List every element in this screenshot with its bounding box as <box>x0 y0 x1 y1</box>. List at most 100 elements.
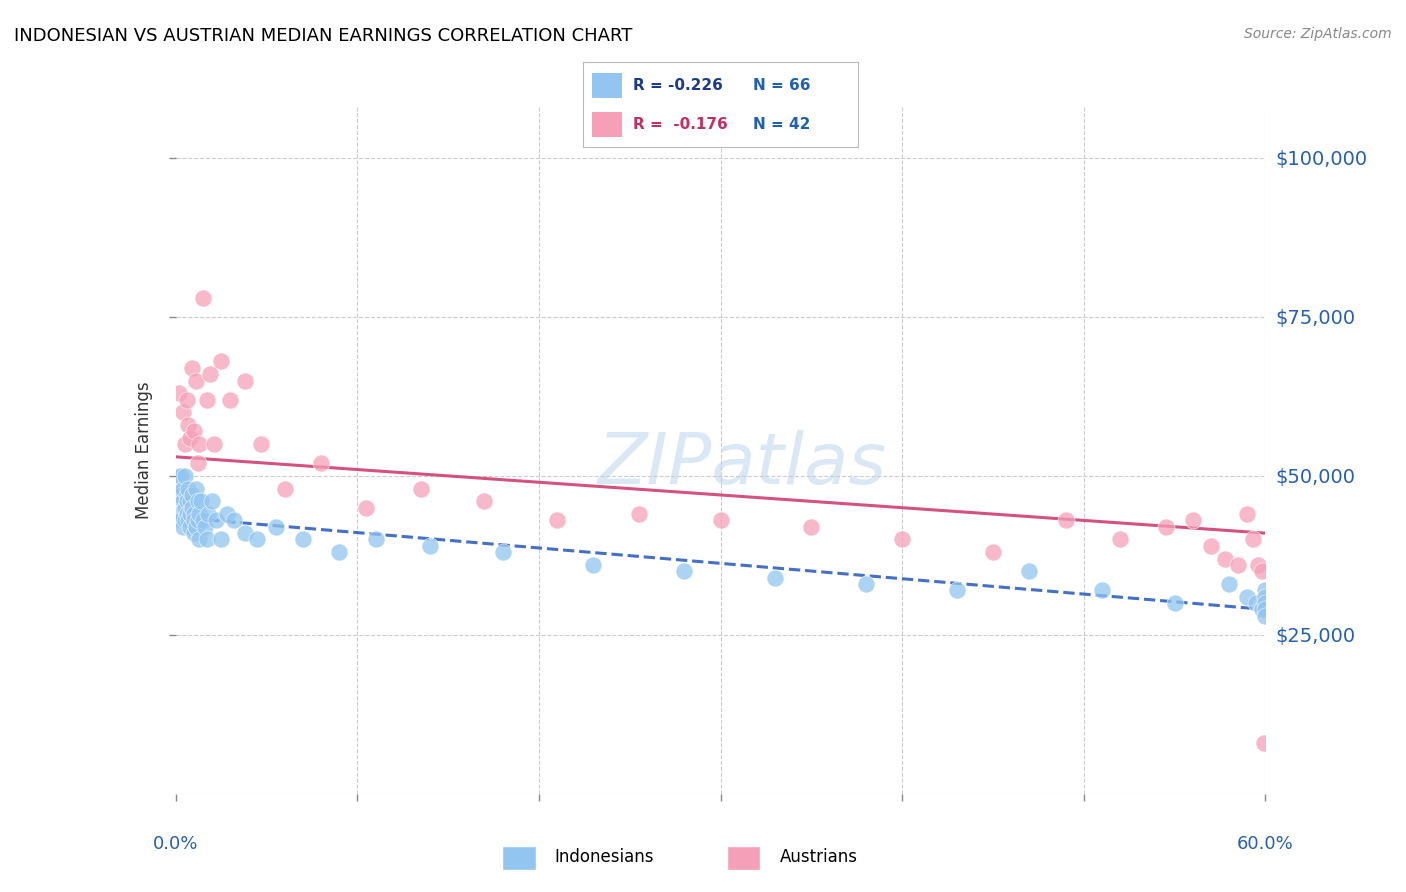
Point <box>172 405 194 419</box>
Point <box>291 533 314 547</box>
Point <box>356 500 378 515</box>
Point <box>188 533 211 547</box>
Point <box>945 583 967 598</box>
Point <box>1109 533 1132 547</box>
Point <box>1215 551 1237 566</box>
Point <box>169 386 191 401</box>
Point <box>1247 558 1270 572</box>
Point <box>186 494 209 508</box>
Point <box>1236 507 1258 521</box>
Point <box>233 526 256 541</box>
Point <box>219 392 242 407</box>
Point <box>264 520 287 534</box>
Point <box>1254 602 1277 616</box>
Bar <box>502 846 536 871</box>
Point <box>981 545 1004 559</box>
Point <box>173 437 195 451</box>
Point <box>1154 520 1177 534</box>
Point <box>1254 608 1277 623</box>
Point <box>1054 513 1077 527</box>
Point <box>1236 590 1258 604</box>
Point <box>201 494 224 508</box>
Point <box>183 507 205 521</box>
Text: INDONESIAN VS AUSTRIAN MEDIAN EARNINGS CORRELATION CHART: INDONESIAN VS AUSTRIAN MEDIAN EARNINGS C… <box>14 27 633 45</box>
Point <box>172 482 194 496</box>
Point <box>627 507 650 521</box>
Point <box>166 482 188 496</box>
Point <box>188 507 211 521</box>
Text: 0.0%: 0.0% <box>153 835 198 853</box>
Bar <box>727 846 761 871</box>
Point <box>1163 596 1185 610</box>
Text: N = 42: N = 42 <box>754 117 811 132</box>
Point <box>1253 736 1275 750</box>
Point <box>1250 564 1272 578</box>
Point <box>582 558 605 572</box>
Point <box>800 520 823 534</box>
Point <box>763 571 786 585</box>
Point <box>546 513 568 527</box>
Point <box>1254 596 1277 610</box>
Point <box>173 500 195 515</box>
Point <box>204 513 226 527</box>
Point <box>409 482 432 496</box>
Point <box>173 469 195 483</box>
Point <box>1199 539 1222 553</box>
Point <box>1181 513 1204 527</box>
Point <box>364 533 387 547</box>
Point <box>194 520 217 534</box>
Point <box>184 520 207 534</box>
Point <box>173 513 195 527</box>
Point <box>181 500 204 515</box>
Point <box>177 513 200 527</box>
Point <box>190 494 212 508</box>
Point <box>176 488 198 502</box>
Point <box>191 291 214 305</box>
Point <box>177 417 200 432</box>
Point <box>710 513 733 527</box>
Point <box>855 577 877 591</box>
Point <box>184 482 207 496</box>
Point <box>183 425 205 439</box>
Point <box>274 482 297 496</box>
Bar <box>592 72 621 98</box>
Point <box>250 437 273 451</box>
Point <box>1218 577 1240 591</box>
Point <box>179 520 201 534</box>
Point <box>183 526 205 541</box>
Point <box>209 354 232 368</box>
Text: Source: ZipAtlas.com: Source: ZipAtlas.com <box>1244 27 1392 41</box>
Point <box>1091 583 1114 598</box>
Point <box>891 533 914 547</box>
Text: R =  -0.176: R = -0.176 <box>633 117 727 132</box>
Point <box>169 469 191 483</box>
Point <box>170 488 193 502</box>
Point <box>177 482 200 496</box>
Point <box>188 437 211 451</box>
Point <box>215 507 238 521</box>
Point <box>328 545 350 559</box>
Point <box>172 520 194 534</box>
Text: Austrians: Austrians <box>779 848 858 866</box>
Text: ZIPatlas: ZIPatlas <box>598 430 887 499</box>
Point <box>492 545 515 559</box>
Point <box>183 513 205 527</box>
Point <box>1241 533 1264 547</box>
Point <box>186 456 209 470</box>
Point <box>202 437 225 451</box>
Y-axis label: Median Earnings: Median Earnings <box>135 382 153 519</box>
Point <box>1018 564 1040 578</box>
Point <box>1254 583 1277 598</box>
Point <box>176 507 198 521</box>
Point <box>195 533 218 547</box>
Point <box>309 456 332 470</box>
Point <box>191 513 214 527</box>
Point <box>176 392 198 407</box>
Point <box>233 374 256 388</box>
Point <box>197 507 219 521</box>
Point <box>200 367 222 381</box>
Point <box>222 513 245 527</box>
Point <box>1254 590 1277 604</box>
Text: Indonesians: Indonesians <box>555 848 654 866</box>
Point <box>179 431 201 445</box>
